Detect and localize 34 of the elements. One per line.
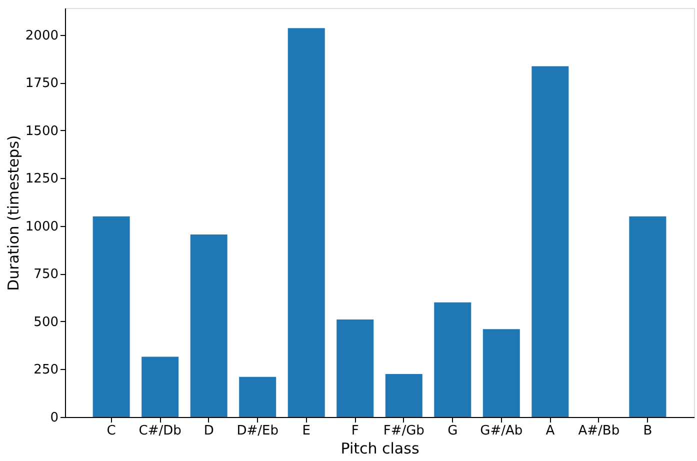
x-axis-title: Pitch class bbox=[340, 440, 420, 458]
bar bbox=[629, 216, 666, 417]
x-tick-label: A#/Bb bbox=[578, 424, 620, 438]
bar bbox=[239, 376, 276, 417]
bar bbox=[336, 320, 374, 417]
bar bbox=[288, 28, 325, 417]
y-tick-label: 1250 bbox=[25, 172, 58, 187]
y-tick-label: 2000 bbox=[25, 28, 58, 44]
x-tick-label: B bbox=[643, 424, 652, 438]
bar bbox=[482, 329, 520, 417]
y-tick-label: 1500 bbox=[25, 124, 58, 139]
y-tick-label: 0 bbox=[50, 410, 58, 426]
y-tick-label: 1000 bbox=[25, 219, 58, 234]
x-tick-label: E bbox=[302, 424, 310, 438]
bar bbox=[532, 66, 569, 417]
y-tick-label: 250 bbox=[34, 362, 58, 378]
x-tick-label: A bbox=[546, 424, 555, 438]
x-tick-label: G bbox=[448, 424, 458, 438]
bar bbox=[92, 216, 130, 417]
x-tick-label: G#/Ab bbox=[480, 424, 523, 438]
y-tick-label: 750 bbox=[34, 267, 58, 282]
x-tick-label: D bbox=[204, 424, 214, 438]
y-axis-title: Duration (timesteps) bbox=[4, 135, 22, 291]
x-tick-label: F bbox=[351, 424, 359, 438]
y-tick-label: 1750 bbox=[25, 76, 58, 92]
x-tick-label: D#/Eb bbox=[236, 424, 278, 438]
x-tick-label: C bbox=[106, 424, 116, 438]
bar bbox=[190, 234, 228, 417]
bar bbox=[142, 356, 179, 417]
bar bbox=[434, 302, 472, 417]
y-tick-label: 500 bbox=[34, 314, 58, 330]
x-tick-label: C#/Db bbox=[138, 424, 182, 438]
bar bbox=[385, 374, 422, 417]
x-tick-label: F#/Gb bbox=[383, 424, 424, 438]
